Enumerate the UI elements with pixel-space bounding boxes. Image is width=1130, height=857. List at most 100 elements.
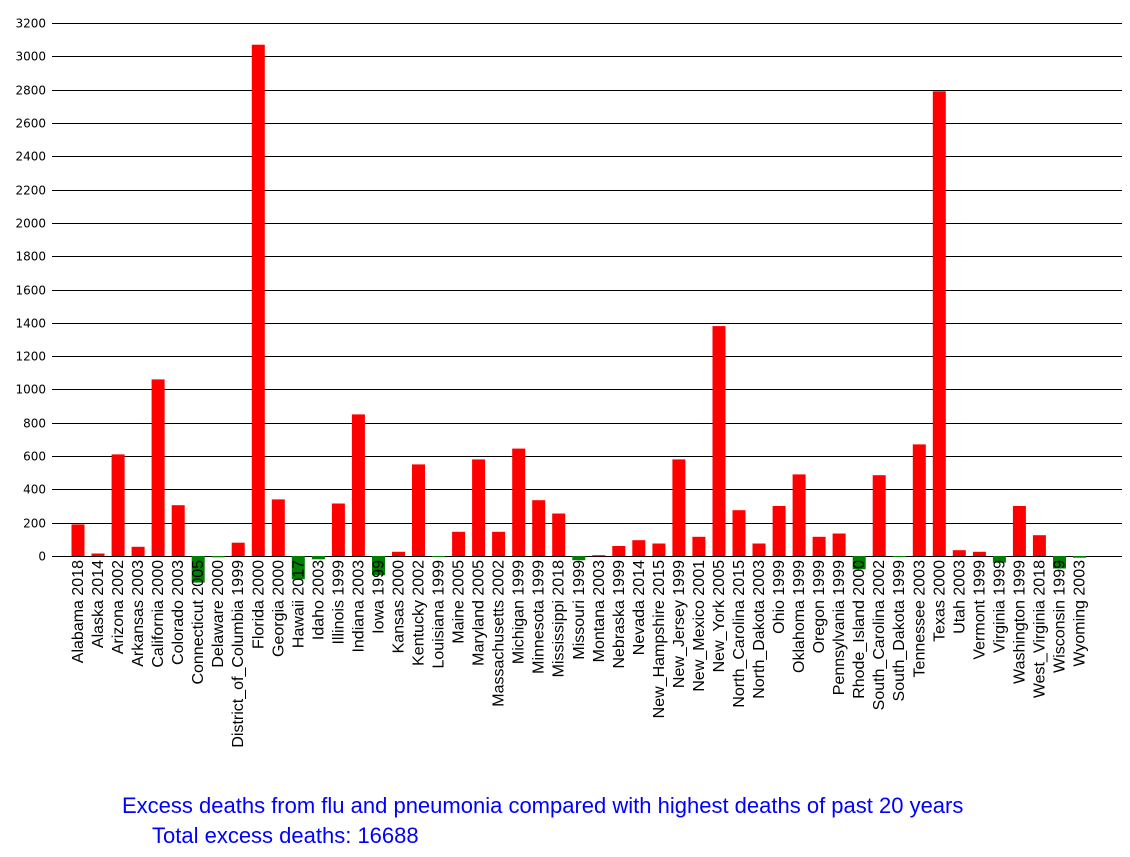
y-tick-label: 600 (23, 450, 46, 464)
x-tick-label: Minnesota 1999 (531, 560, 548, 674)
bar (852, 556, 866, 570)
x-tick-label: New_York 2005 (711, 560, 728, 672)
x-tick-label: Wisconsin 1999 (1051, 560, 1068, 673)
y-tick-label: 800 (23, 417, 46, 431)
bar (932, 91, 946, 557)
y-tick-label: 1200 (15, 350, 46, 364)
x-tick-label: West_Virginia 2018 (1031, 560, 1048, 698)
bar (271, 499, 285, 556)
bar (171, 505, 185, 556)
x-tick-label: New_Jersey 1999 (671, 560, 688, 688)
bar (211, 556, 225, 558)
x-tick-label: California 2000 (150, 560, 167, 668)
x-tick-label: Oregon 1999 (811, 560, 828, 654)
bar (552, 513, 566, 556)
bar (672, 459, 686, 556)
x-tick-label: Arkansas 2003 (130, 560, 147, 667)
x-tick-label: Texas 2000 (931, 560, 948, 642)
bar (1012, 506, 1026, 556)
bar (572, 556, 586, 561)
bar (452, 531, 466, 556)
x-tick-label: Illinois 1999 (330, 560, 347, 645)
y-axis-tick-labels: 0 200 400 600 800 1000 1200 1400 1600 1800 2000 220… (15, 17, 46, 564)
x-tick-label: Louisiana 1999 (431, 560, 448, 669)
bar (752, 543, 766, 556)
bar (372, 556, 385, 576)
bar (872, 475, 886, 556)
bar (892, 556, 906, 557)
y-tick-label: 3000 (15, 50, 46, 64)
x-tick-label: Georgia 2000 (270, 560, 287, 657)
bar (311, 556, 325, 560)
x-tick-label: Hawaii 2017 (290, 560, 307, 648)
x-tick-label: Indiana 2003 (350, 560, 367, 653)
y-tick-label: 2400 (15, 150, 46, 164)
bar (251, 44, 265, 556)
x-tick-label: Vermont 1999 (971, 560, 988, 660)
x-tick-label: Alabama 2018 (70, 560, 87, 663)
y-gridlines (52, 23, 1122, 557)
y-tick-label: 200 (23, 517, 46, 531)
bar (131, 546, 145, 556)
x-tick-label: Ohio 1999 (771, 560, 788, 634)
bar (331, 503, 345, 556)
bar (351, 414, 365, 556)
bar (992, 556, 1006, 563)
x-tick-label: Maryland 2005 (471, 560, 488, 666)
bar (612, 546, 626, 556)
bar (512, 448, 526, 556)
y-tick-label: 1600 (15, 284, 46, 298)
bar (91, 553, 105, 556)
x-tick-label: Kentucky 2002 (411, 560, 428, 666)
bar (792, 474, 806, 556)
x-tick-label: Maine 2005 (451, 560, 468, 644)
x-tick-label: Wyoming 2003 (1072, 560, 1089, 667)
bar (832, 533, 846, 556)
y-tick-label: 2200 (15, 184, 46, 198)
x-tick-label: Washington 1999 (1011, 560, 1028, 684)
y-tick-label: 0 (38, 550, 46, 564)
x-tick-label: District_of_Columbia 1999 (230, 560, 247, 748)
bar (532, 500, 546, 556)
x-tick-label: Alaska 2014 (90, 560, 107, 648)
y-tick-label: 2600 (15, 117, 46, 131)
y-tick-label: 400 (23, 483, 46, 497)
x-tick-label: South_Carolina 2002 (871, 560, 888, 710)
bar (231, 542, 245, 556)
x-tick-label: Florida 2000 (250, 560, 267, 649)
x-tick-label: Pennsylvania 1999 (831, 560, 848, 695)
x-tick-label: Montana 2003 (591, 560, 608, 662)
x-tick-label: Iowa 1999 (370, 560, 387, 634)
bar (632, 540, 646, 556)
x-tick-label: Connecticut 2005 (190, 560, 207, 685)
bar (592, 555, 606, 557)
bar (71, 524, 85, 556)
bar (191, 556, 205, 583)
x-tick-label: South_Dakota 1999 (891, 560, 908, 702)
bar (952, 550, 966, 556)
bar (772, 506, 786, 556)
x-tick-label: Nebraska 1999 (611, 560, 628, 669)
bar (972, 551, 986, 556)
bar (1032, 535, 1046, 556)
bar (412, 464, 425, 556)
x-tick-label: Massachusetts 2002 (491, 560, 508, 707)
bar (692, 536, 706, 556)
chart-title: Excess deaths from flu and pneumonia com… (122, 793, 964, 818)
bar (1053, 556, 1066, 569)
bar (392, 551, 405, 556)
y-tick-label: 1000 (15, 383, 46, 397)
x-axis-tick-labels: Alabama 2018 Alaska 2014 Arizona 2002 Arkan… (70, 560, 1089, 748)
x-tick-label: Kansas 2000 (390, 560, 407, 654)
x-tick-label: Arizona 2002 (110, 560, 127, 654)
x-tick-label: Utah 2003 (951, 560, 968, 634)
x-tick-label: Delaware 2000 (210, 560, 227, 668)
x-tick-label: Colorado 2003 (170, 560, 187, 665)
x-tick-label: Virginia 1999 (991, 560, 1008, 653)
x-tick-label: North_Dakota 2003 (751, 560, 768, 699)
total-excess-deaths: Total excess deaths: 16688 (152, 823, 419, 848)
bar (812, 536, 826, 556)
bar (1073, 556, 1086, 558)
x-tick-label: New_Mexico 2001 (691, 560, 708, 692)
